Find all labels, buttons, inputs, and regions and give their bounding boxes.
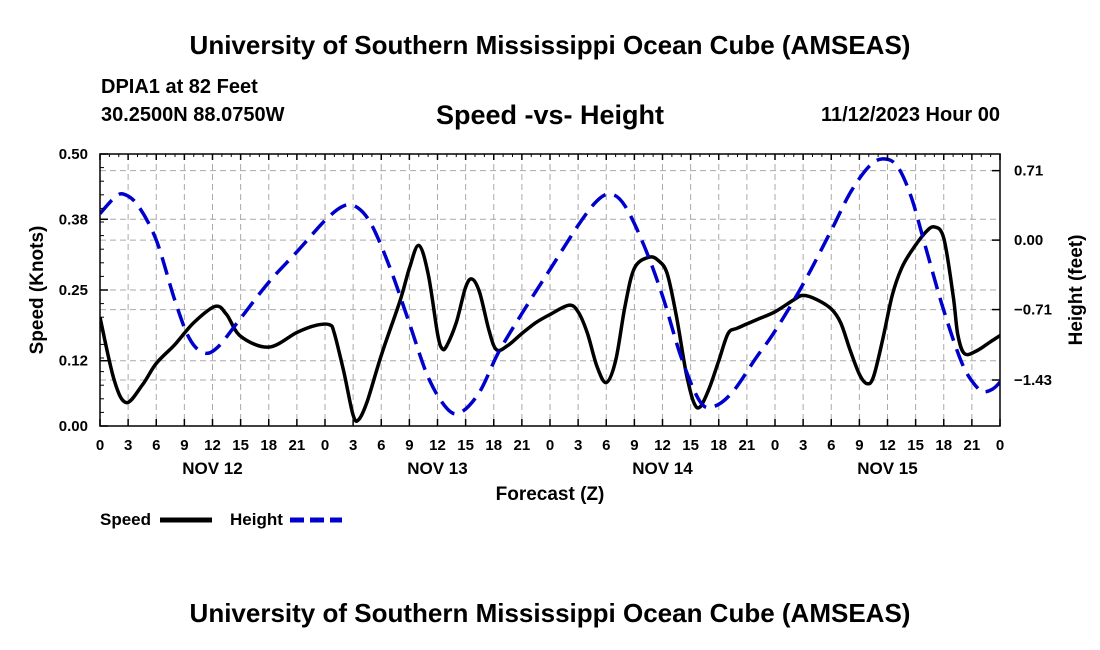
chart-subtitle: Speed -vs- Height [435,100,665,130]
x-tick-label: 6 [377,437,385,454]
y-left-axis-title: Speed (Knots) [27,226,48,355]
x-tick-label: 18 [485,437,502,454]
forecast-datetime: 11/12/2023 Hour 00 [820,104,1000,126]
series-layer [100,157,1000,423]
x-axis-title: Forecast (Z) [496,484,605,505]
x-tick-label: 21 [514,437,531,454]
x-tick-label: 21 [289,437,306,454]
x-tick-label: 6 [602,437,610,454]
x-tick-label: 9 [405,437,413,454]
x-tick-label: 12 [204,437,221,454]
station-name: DPIA1 at 82 Feet [101,76,258,98]
x-tick-label: 15 [232,437,249,454]
y-left-tick-label: 0.50 [59,146,88,163]
x-tick-label: 3 [124,437,132,454]
y-left-tick-label: 0.38 [59,211,88,228]
speed-series-line [100,224,1000,423]
x-tick-label: 3 [349,437,357,454]
legend-height-label: Height [230,510,283,529]
station-coordinates: 30.2500N 88.0750W [101,104,285,126]
x-tick-label: 15 [907,437,924,454]
x-tick-label: 12 [879,437,896,454]
x-tick-label: 3 [799,437,807,454]
height-series-line [100,157,1000,416]
x-tick-label: 9 [630,437,638,454]
x-tick-label: 12 [654,437,671,454]
x-tick-label: 9 [180,437,188,454]
x-tick-label: 0 [321,437,329,454]
x-tick-label: 6 [152,437,160,454]
day-label: NOV 13 [407,459,467,478]
day-label: NOV 14 [632,459,693,478]
x-tick-label: 0 [996,437,1004,454]
y-right-tick-label: −1.43 [1014,372,1052,389]
x-tick-label: 18 [710,437,727,454]
legend: Speed Height [100,510,342,529]
y-right-tick-label: −0.71 [1014,302,1052,319]
x-tick-label: 15 [457,437,474,454]
day-label: NOV 12 [182,459,242,478]
footer-title: University of Southern Mississippi Ocean… [189,598,911,628]
x-tick-label: 15 [682,437,699,454]
grid [100,154,1000,426]
x-tick-label: 9 [855,437,863,454]
x-tick-label: 3 [574,437,582,454]
y-right-axis-title: Height (feet) [1066,235,1087,346]
x-tick-label: 0 [546,437,554,454]
y-left-tick-label: 0.12 [59,353,88,370]
y-right-tick-label: 0.71 [1014,163,1043,180]
y-left-tick-label: 0.00 [59,418,88,435]
x-tick-label: 0 [771,437,779,454]
axes: 0 3 6 9 12 15 18 21 0 3 6 9 12 15 18 21 0 3 6 9 12 15 18 21 0 3 6 9… [27,146,1087,505]
chart-title: University of Southern Mississippi Ocean… [189,30,911,60]
legend-speed-label: Speed [100,510,151,529]
x-tick-label: 6 [827,437,835,454]
x-tick-label: 0 [96,437,104,454]
x-tick-label: 18 [260,437,277,454]
day-label: NOV 15 [857,459,917,478]
x-tick-label: 18 [935,437,952,454]
y-left-tick-label: 0.25 [59,282,88,299]
y-right-tick-label: 0.00 [1014,232,1043,249]
x-tick-label: 21 [739,437,756,454]
x-tick-label: 21 [964,437,981,454]
x-tick-label: 12 [429,437,446,454]
